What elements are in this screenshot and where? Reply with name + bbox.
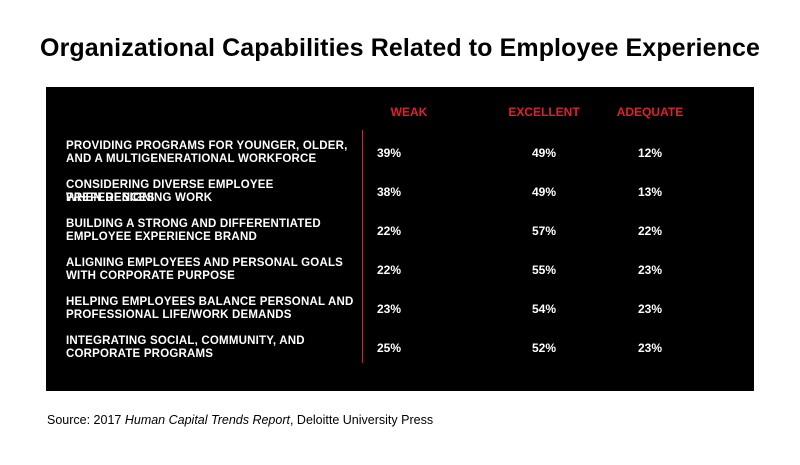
source-note: Source: 2017 Human Capital Trends Report… xyxy=(47,413,433,427)
table-cell-weak: 23% xyxy=(376,302,402,316)
table-cell-excellent: 52% xyxy=(531,341,557,355)
chart-title: Organizational Capabilities Related to E… xyxy=(40,34,760,62)
table-cell-weak: 25% xyxy=(376,341,402,355)
table-cell-adequate: 23% xyxy=(637,263,663,277)
row-label: ALIGNING EMPLOYEES AND PERSONAL GOALS xyxy=(66,257,344,269)
row-label: WHEN DESIGNING WORK xyxy=(66,192,213,204)
table-cell-excellent: 54% xyxy=(531,302,557,316)
table-cell-adequate: 22% xyxy=(637,224,663,238)
source-suffix: , Deloitte University Press xyxy=(289,413,434,427)
row-label: CORPORATE PROGRAMS xyxy=(66,348,214,360)
row-label: INTEGRATING SOCIAL, COMMUNITY, AND xyxy=(66,335,305,347)
table-cell-adequate: 23% xyxy=(637,302,663,316)
table-cell-excellent: 55% xyxy=(531,263,557,277)
column-header-weak: WEAK xyxy=(390,105,428,119)
table-panel xyxy=(46,87,754,391)
source-prefix: Source: 2017 xyxy=(47,413,125,427)
table-cell-adequate: 23% xyxy=(637,341,663,355)
table-cell-weak: 38% xyxy=(376,185,402,199)
row-label: PROFESSIONAL LIFE/WORK DEMANDS xyxy=(66,309,292,321)
row-label: HELPING EMPLOYEES BALANCE PERSONAL AND xyxy=(66,296,354,308)
column-header-adequate: ADEQUATE xyxy=(616,105,684,119)
table-cell-excellent: 57% xyxy=(531,224,557,238)
row-label: BUILDING A STRONG AND DIFFERENTIATED xyxy=(66,218,321,230)
row-label: AND A MULTIGENERATIONAL WORKFORCE xyxy=(66,153,317,165)
row-label: EMPLOYEE EXPERIENCE BRAND xyxy=(66,231,257,243)
table-cell-excellent: 49% xyxy=(531,185,557,199)
column-header-excellent: EXCELLENT xyxy=(508,105,580,119)
table-cell-adequate: 13% xyxy=(637,185,663,199)
source-publication: Human Capital Trends Report xyxy=(124,413,290,427)
table-cell-weak: 22% xyxy=(376,263,402,277)
table-cell-weak: 22% xyxy=(376,224,402,238)
table-cell-weak: 39% xyxy=(376,146,402,160)
column-divider xyxy=(362,130,363,363)
row-label: PROVIDING PROGRAMS FOR YOUNGER, OLDER, xyxy=(66,140,348,152)
row-label: CONSIDERING DIVERSE EMPLOYEE PREFERENCES xyxy=(66,179,274,204)
table-cell-adequate: 12% xyxy=(637,146,663,160)
row-label: WITH CORPORATE PURPOSE xyxy=(66,270,236,282)
table-cell-excellent: 49% xyxy=(531,146,557,160)
